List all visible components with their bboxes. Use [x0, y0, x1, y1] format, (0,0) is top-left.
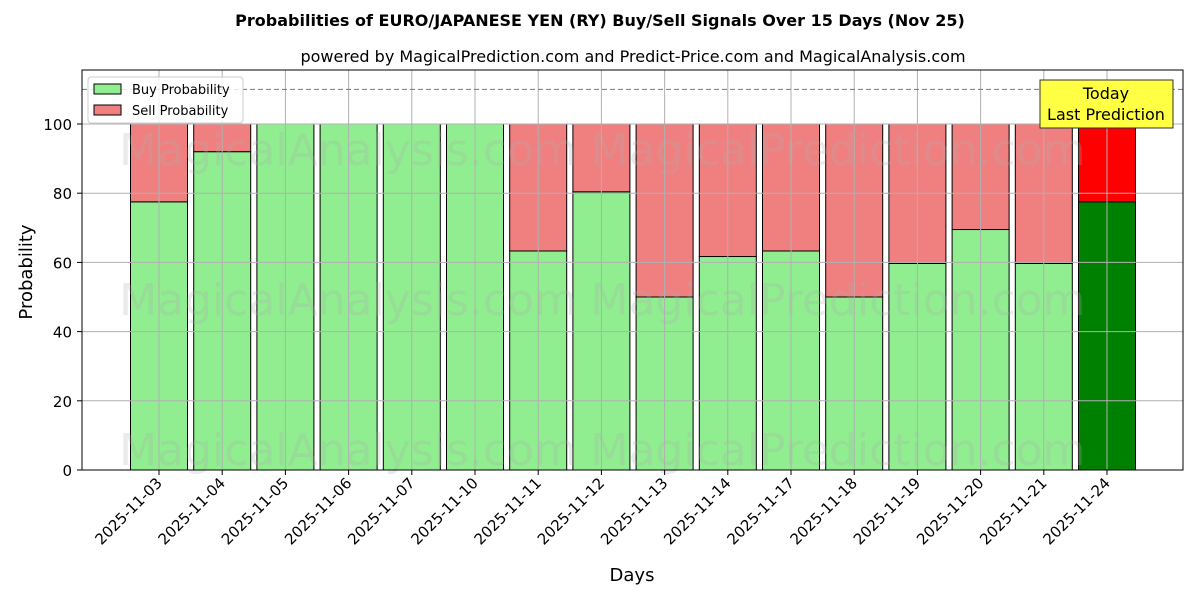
x-axis-label: Days: [610, 565, 655, 586]
x-tick-label: 2025-11-24: [1039, 474, 1113, 548]
watermark: MagicalAnalysis.com: [119, 275, 577, 326]
x-tick-label: 2025-11-13: [597, 474, 671, 548]
watermark: MagicalPrediction.com: [591, 125, 1086, 176]
watermark: MagicalAnalysis.com: [119, 425, 577, 476]
plot-frame: [81, 69, 1184, 471]
watermark: MagicalAnalysis.com: [119, 125, 577, 176]
annotation-line2: Last Prediction: [1047, 105, 1165, 124]
x-tick-label: 2025-11-07: [344, 474, 418, 548]
y-tick-label: 0: [62, 462, 72, 480]
x-tick-label: 2025-11-21: [976, 474, 1050, 548]
x-tick-label: 2025-11-19: [850, 474, 924, 548]
y-tick-label: 60: [53, 254, 72, 272]
legend: Buy Probability Sell Probability: [87, 76, 244, 124]
legend-swatch-buy: [93, 83, 122, 95]
x-tick-label: 2025-11-04: [155, 474, 229, 548]
x-tick-label: 2025-11-18: [787, 474, 861, 548]
x-tick-label: 2025-11-14: [660, 474, 734, 548]
y-tick-label: 20: [53, 393, 72, 411]
legend-box: [87, 76, 244, 124]
chart-title: Probabilities of EURO/JAPANESE YEN (RY) …: [235, 11, 965, 30]
x-tick-label: 2025-11-06: [281, 474, 355, 548]
legend-label-buy: Buy Probability: [132, 83, 230, 98]
x-tick-label: 2025-11-05: [218, 474, 292, 548]
chart-subtitle: powered by MagicalPrediction.com and Pre…: [300, 47, 965, 66]
x-tick-label: 2025-11-17: [723, 474, 797, 548]
y-tick-label: 80: [53, 185, 72, 203]
y-tick-label: 40: [53, 324, 72, 342]
annotation-line1: Today: [1082, 84, 1129, 103]
watermark: MagicalPrediction.com: [591, 275, 1086, 326]
y-tick-label: 100: [43, 116, 72, 134]
legend-swatch-sell: [93, 104, 122, 116]
watermark: MagicalPrediction.com: [591, 425, 1086, 476]
x-tick-label: 2025-11-10: [407, 474, 481, 548]
x-tick-label: 2025-11-11: [471, 474, 545, 548]
x-tick-label: 2025-11-03: [91, 474, 165, 548]
x-tick-label: 2025-11-12: [534, 474, 608, 548]
today-annotation: Today Last Prediction: [1039, 79, 1174, 129]
legend-label-sell: Sell Probability: [132, 104, 229, 119]
x-tick-label: 2025-11-20: [913, 474, 987, 548]
y-axis-label: Probability: [16, 224, 37, 319]
annotation-box: [1039, 79, 1174, 129]
